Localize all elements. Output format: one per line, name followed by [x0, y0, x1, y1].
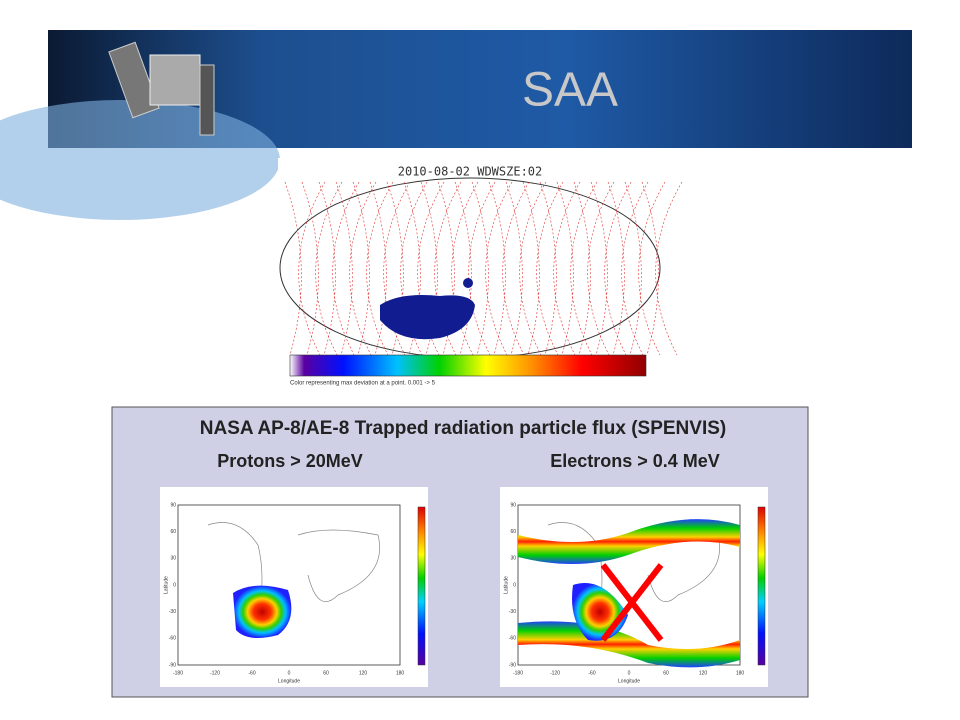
- orbit-track: [437, 181, 455, 356]
- y-tick-label: 30: [170, 556, 176, 562]
- orbit-track: [369, 181, 387, 356]
- orbit-track: [590, 181, 608, 356]
- y-tick-label: -60: [169, 636, 176, 642]
- y-tick-label: 30: [510, 556, 516, 562]
- x-tick-label: 180: [396, 670, 405, 676]
- y-tick-label: -90: [509, 662, 516, 668]
- y-tick-label: 60: [510, 529, 516, 535]
- orbit-track: [454, 181, 472, 356]
- header-title: SAA: [522, 64, 618, 117]
- y-tick-label: 0: [513, 582, 516, 588]
- orbit-track: [488, 181, 506, 356]
- x-tick-label: 120: [699, 670, 708, 676]
- x-tick-label: -60: [588, 670, 595, 676]
- orbit-track: [624, 181, 642, 356]
- orbit-track: [505, 181, 523, 356]
- orbit-track: [522, 181, 540, 356]
- x-axis-label: Longitude: [278, 678, 300, 684]
- x-tick-label: -180: [513, 670, 523, 676]
- colorbar: [757, 506, 766, 666]
- x-axis-label: Longitude: [618, 678, 640, 684]
- plot-image: [160, 487, 428, 687]
- y-tick-label: -90: [169, 662, 176, 668]
- y-tick-label: 0: [173, 582, 176, 588]
- x-tick-label: -60: [248, 670, 255, 676]
- x-tick-label: 60: [323, 670, 329, 676]
- y-axis-label: Latitude: [163, 576, 169, 594]
- x-tick-label: 60: [663, 670, 669, 676]
- flux-band: [518, 621, 740, 668]
- plot-frame: [177, 504, 401, 666]
- colorbar: [417, 506, 426, 666]
- orbit-track: [301, 181, 319, 356]
- orbit-track: [420, 181, 438, 356]
- orbit-track: [573, 181, 591, 356]
- satellite: [108, 41, 215, 136]
- flux-region: [233, 585, 292, 639]
- y-tick-label: -30: [509, 609, 516, 615]
- y-tick-label: -30: [169, 609, 176, 615]
- y-tick-label: 60: [170, 529, 176, 535]
- x-tick-label: -180: [173, 670, 183, 676]
- x-tick-label: 120: [359, 670, 368, 676]
- orbit-track: [284, 181, 302, 356]
- x-tick-label: 0: [288, 670, 291, 676]
- y-tick-label: -60: [509, 636, 516, 642]
- flux-band: [518, 519, 740, 565]
- x-tick-label: -120: [550, 670, 560, 676]
- orbit-track: [335, 181, 353, 356]
- y-tick-label: 90: [170, 502, 176, 508]
- map-title: 2010-08-02 WDWSZE:02: [398, 165, 543, 179]
- cross-mark: [600, 563, 664, 642]
- x-tick-label: 0: [628, 670, 631, 676]
- panel-title: NASA AP-8/AE-8 Trapped radiation particl…: [200, 418, 726, 439]
- orbit-track: [352, 181, 370, 356]
- x-tick-label: 180: [736, 670, 745, 676]
- orbit-track: [318, 181, 336, 356]
- orbit-track: [539, 181, 557, 356]
- x-tick-label: -120: [210, 670, 220, 676]
- y-tick-label: 90: [510, 502, 516, 508]
- plot-label: Protons > 20MeV: [217, 451, 363, 471]
- map-caption: Color representing max deviation at a po…: [290, 381, 436, 387]
- orbit-track: [386, 181, 404, 356]
- plot-label: Electrons > 0.4 MeV: [550, 451, 720, 471]
- map-figure: 2010-08-02 WDWSZE:02 Color representing …: [278, 158, 683, 390]
- plot-frame: [517, 504, 741, 666]
- orbit-track: [556, 181, 574, 356]
- orbit-track: [607, 181, 625, 356]
- orbit-track: [471, 181, 489, 356]
- orbit-track: [403, 181, 421, 356]
- orbit-track: [641, 181, 659, 356]
- y-axis-label: Latitude: [503, 576, 509, 594]
